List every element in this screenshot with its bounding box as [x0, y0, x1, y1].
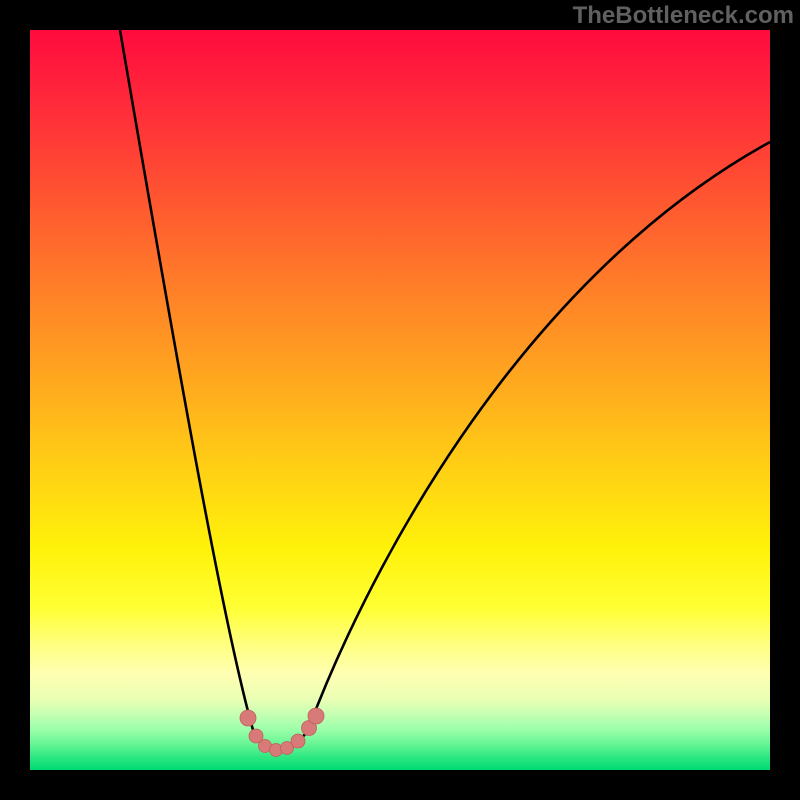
- valley-marker: [291, 734, 305, 748]
- plot-area: [30, 30, 770, 770]
- curve-layer: [30, 30, 770, 770]
- valley-marker: [308, 708, 324, 724]
- watermark-text: TheBottleneck.com: [573, 2, 794, 30]
- bottleneck-curve: [120, 30, 770, 750]
- valley-marker: [240, 710, 256, 726]
